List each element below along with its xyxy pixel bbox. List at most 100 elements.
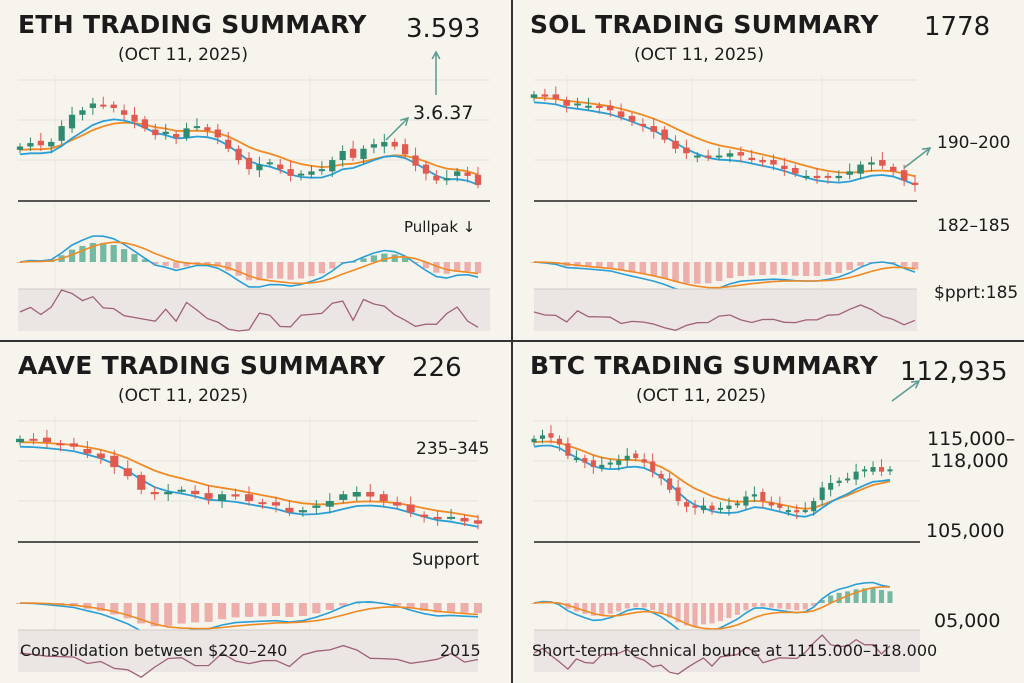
- eth-panel: ETH TRADING SUMMARY (OCT 11, 2025) 3.593…: [0, 0, 512, 341]
- candle: [318, 169, 325, 172]
- macd-histogram-bar: [100, 243, 107, 262]
- candle: [590, 460, 596, 468]
- macd-histogram-bar: [266, 262, 273, 279]
- candle: [473, 520, 483, 524]
- candle: [287, 169, 294, 176]
- candle: [464, 172, 471, 176]
- candle: [173, 134, 180, 138]
- candle: [349, 148, 357, 158]
- candle: [245, 157, 253, 170]
- candle: [183, 128, 190, 138]
- macd-histogram-bar: [474, 262, 482, 274]
- macd-histogram-bar: [835, 262, 843, 273]
- candle: [726, 153, 734, 157]
- candle: [412, 155, 419, 166]
- annotation-lower: 05,000: [934, 610, 1001, 632]
- candle: [700, 505, 707, 511]
- macd-histogram-bar: [204, 603, 213, 622]
- slow-moving-average-line: [533, 96, 916, 178]
- candle: [709, 505, 715, 511]
- candle: [16, 146, 24, 150]
- macd-histogram-bar: [460, 603, 469, 613]
- macd-line: [533, 261, 916, 293]
- candle: [433, 516, 442, 520]
- candle: [150, 491, 159, 495]
- macd-histogram-bar: [183, 262, 190, 267]
- macd-histogram-bar: [819, 599, 825, 603]
- price-label: 112,935: [900, 357, 1008, 387]
- macd-histogram-bar: [811, 603, 817, 607]
- macd-histogram-bar: [777, 603, 783, 609]
- macd-histogram-bar: [870, 587, 876, 603]
- candle: [819, 487, 825, 500]
- macd-histogram-bar: [785, 603, 791, 610]
- macd-histogram-bar: [726, 262, 734, 279]
- macd-histogram-bar: [244, 603, 254, 617]
- macd-histogram-bar: [813, 262, 821, 276]
- macd-histogram-bar: [889, 262, 897, 264]
- macd-histogram-bar: [308, 262, 315, 277]
- candle: [162, 131, 169, 135]
- macd-histogram-bar: [96, 603, 105, 612]
- macd-histogram-bar: [768, 603, 774, 608]
- macd-histogram-bar: [120, 249, 128, 262]
- candle: [56, 443, 65, 446]
- rsi-line: [533, 304, 916, 331]
- candle: [37, 140, 44, 146]
- candle: [791, 167, 799, 174]
- candle: [266, 162, 273, 165]
- macd-histogram-bar: [89, 242, 96, 262]
- macd-histogram-bar: [911, 262, 919, 270]
- candle: [204, 493, 213, 499]
- macd-histogram-bar: [131, 254, 138, 262]
- candle: [813, 175, 821, 179]
- aave-panel: AAVE TRADING SUMMARY (OCT 11, 2025) 226 …: [0, 341, 512, 682]
- candle: [120, 110, 128, 115]
- candle: [123, 468, 132, 477]
- candle: [312, 505, 321, 508]
- candle: [794, 510, 800, 513]
- candle: [370, 144, 378, 148]
- macd-histogram-bar: [454, 262, 461, 272]
- annotation-support: $pprt:185: [934, 283, 1019, 303]
- candle: [235, 148, 242, 161]
- annotation-range: 182–185: [937, 216, 1011, 236]
- candle: [204, 127, 211, 131]
- candle: [393, 502, 402, 506]
- candle: [889, 166, 897, 172]
- candle: [802, 510, 808, 513]
- candle: [552, 94, 560, 99]
- candle: [617, 111, 625, 118]
- macd-histogram-bar: [231, 603, 240, 618]
- macd-histogram-bar: [297, 262, 305, 279]
- eth-chart: [16, 50, 490, 332]
- arrow-head-icon: [921, 147, 932, 156]
- macd-histogram-bar: [675, 603, 681, 623]
- macd-histogram-bar: [433, 262, 440, 273]
- candle: [768, 502, 774, 506]
- candle: [325, 501, 334, 507]
- candle: [596, 105, 603, 108]
- macd-histogram-bar: [164, 603, 173, 626]
- macd-histogram-bar: [824, 262, 832, 275]
- candle: [27, 143, 34, 147]
- macd-histogram-bar: [258, 603, 267, 617]
- candle: [624, 455, 630, 461]
- macd-histogram-bar: [658, 603, 664, 614]
- candle: [694, 155, 701, 158]
- candle: [760, 491, 766, 502]
- macd-histogram-bar: [150, 603, 159, 627]
- arrow-head-icon: [400, 116, 410, 126]
- candle: [29, 438, 38, 441]
- candle: [352, 491, 361, 497]
- macd-histogram-bar: [794, 603, 800, 611]
- macd-histogram-bar: [285, 603, 294, 617]
- macd-histogram-bar: [287, 262, 294, 280]
- macd-histogram-bar: [582, 603, 588, 614]
- candle: [811, 501, 817, 512]
- macd-histogram-bar: [141, 259, 149, 262]
- annotation-resistance: 190–200: [937, 133, 1011, 153]
- candle: [96, 453, 105, 459]
- candle: [845, 478, 851, 481]
- macd-histogram-bar: [624, 603, 630, 609]
